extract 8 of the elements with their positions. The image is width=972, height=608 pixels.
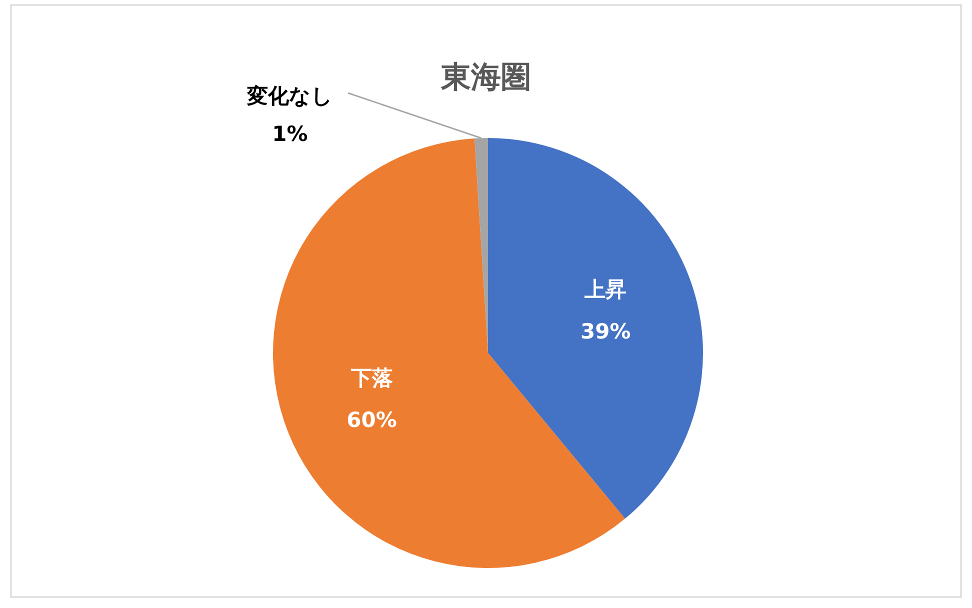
slice-label: 上昇: [584, 278, 627, 302]
slice-label: 変化なし: [246, 84, 333, 108]
data-label: 60%: [346, 408, 397, 432]
data-label: 1%: [272, 122, 308, 146]
slice-label: 下落: [350, 366, 393, 390]
chart-title: 東海圏: [440, 60, 531, 95]
pie-slice: [488, 138, 703, 519]
data-label: 39%: [580, 320, 631, 344]
